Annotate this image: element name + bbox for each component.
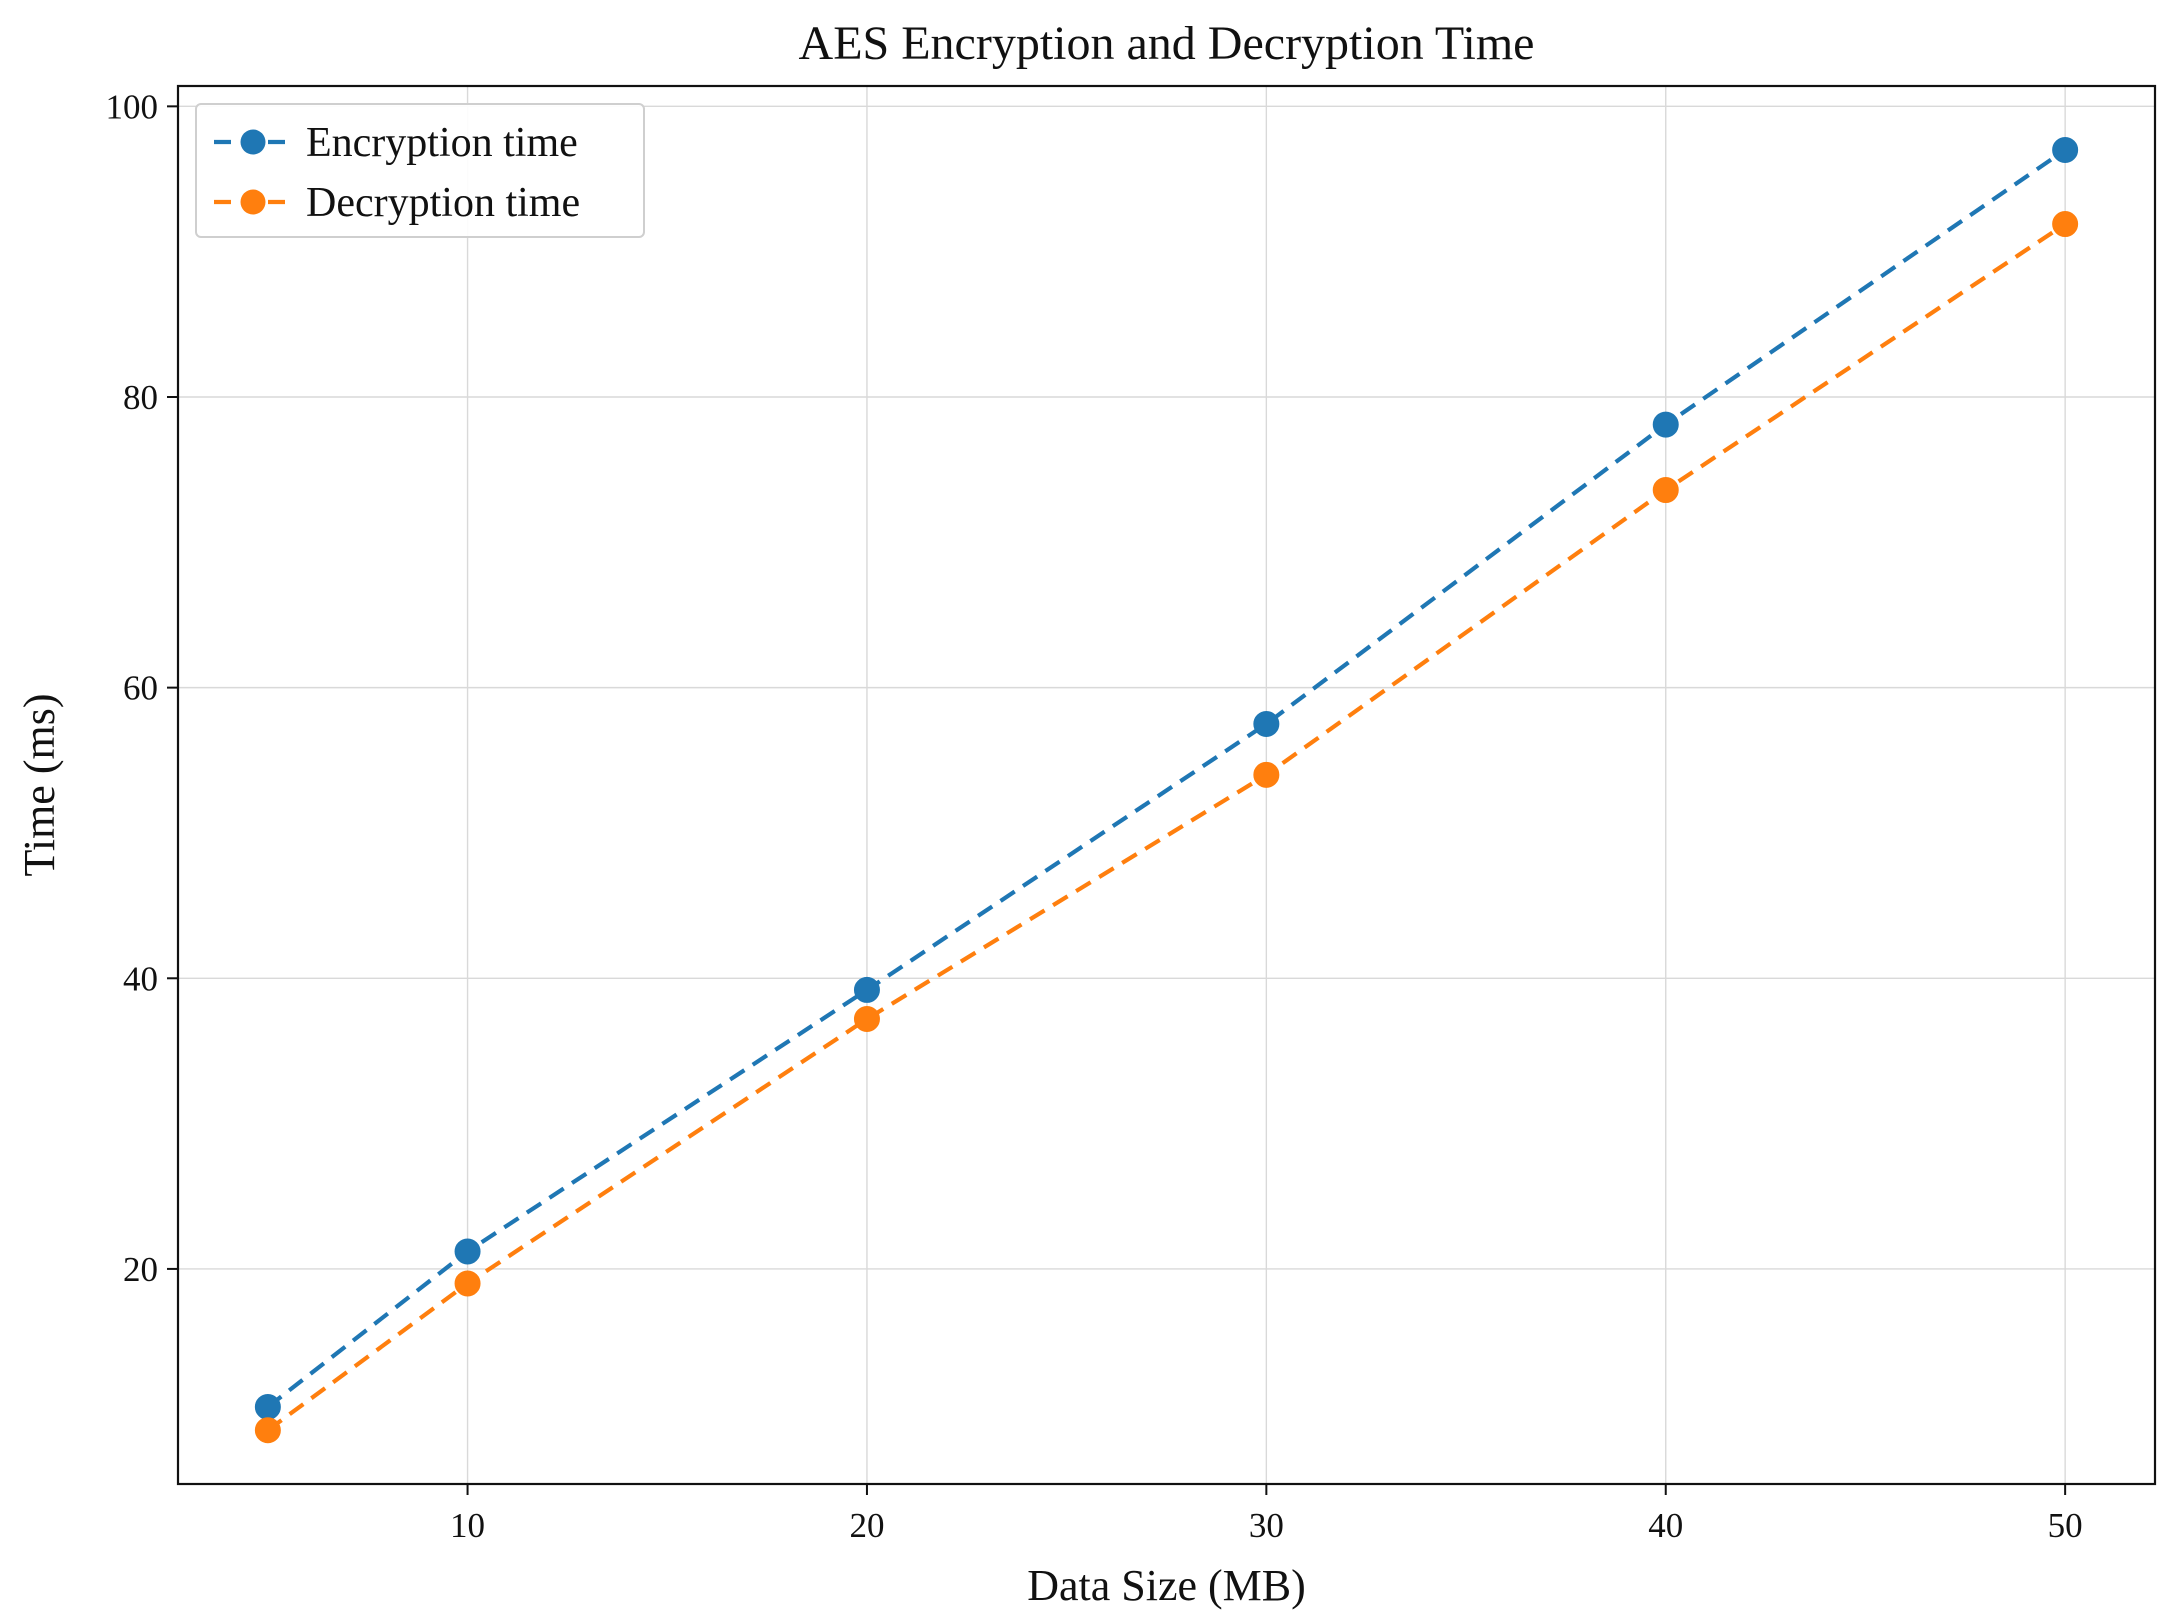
x-tick-label: 40 — [1648, 1506, 1683, 1545]
data-point — [254, 1393, 281, 1420]
y-tick-label: 40 — [123, 959, 158, 998]
plot-frame — [176, 84, 2157, 1486]
chart-title: AES Encryption and Decryption Time — [799, 17, 1535, 70]
x-tick-label: 30 — [1249, 1506, 1284, 1545]
legend-marker — [240, 129, 266, 155]
x-tick-label: 10 — [450, 1506, 485, 1545]
y-tick-label: 20 — [123, 1250, 158, 1289]
legend-box — [195, 103, 645, 238]
legend-label: Encryption time — [306, 120, 578, 166]
data-point — [1253, 761, 1280, 788]
data-point — [254, 1417, 281, 1444]
data-point — [1253, 710, 1280, 737]
y-tick-label: 100 — [106, 87, 159, 126]
legend: Encryption time Decryption time — [195, 103, 645, 238]
legend-item: Encryption time — [214, 120, 578, 166]
data-point — [454, 1238, 481, 1265]
data-point — [853, 976, 880, 1003]
x-tick-label: 20 — [849, 1506, 884, 1545]
data-point — [853, 1005, 880, 1032]
data-point — [1652, 476, 1679, 503]
data-point — [2052, 211, 2079, 238]
data-point — [454, 1270, 481, 1297]
y-tick-label: 80 — [123, 378, 158, 417]
series-line — [266, 148, 2067, 1409]
series-encryption-time — [254, 136, 2079, 1420]
y-axis-title: Time (ms) — [15, 694, 64, 877]
series-line — [266, 222, 2067, 1432]
legend-marker — [240, 189, 266, 215]
grid-lines — [178, 86, 2155, 1484]
ticks: 10 20 30 40 50 20 40 60 80 100 — [106, 87, 2083, 1545]
y-tick-label: 60 — [123, 669, 158, 708]
series-layer — [254, 136, 2079, 1444]
data-point — [1652, 411, 1679, 438]
data-point — [2052, 136, 2079, 163]
legend-item: Decryption time — [214, 180, 580, 226]
x-axis-title: Data Size (MB) — [1027, 1561, 1306, 1610]
series-decryption-time — [254, 211, 2079, 1444]
x-tick-label: 50 — [2048, 1506, 2083, 1545]
legend-label: Decryption time — [306, 180, 580, 226]
